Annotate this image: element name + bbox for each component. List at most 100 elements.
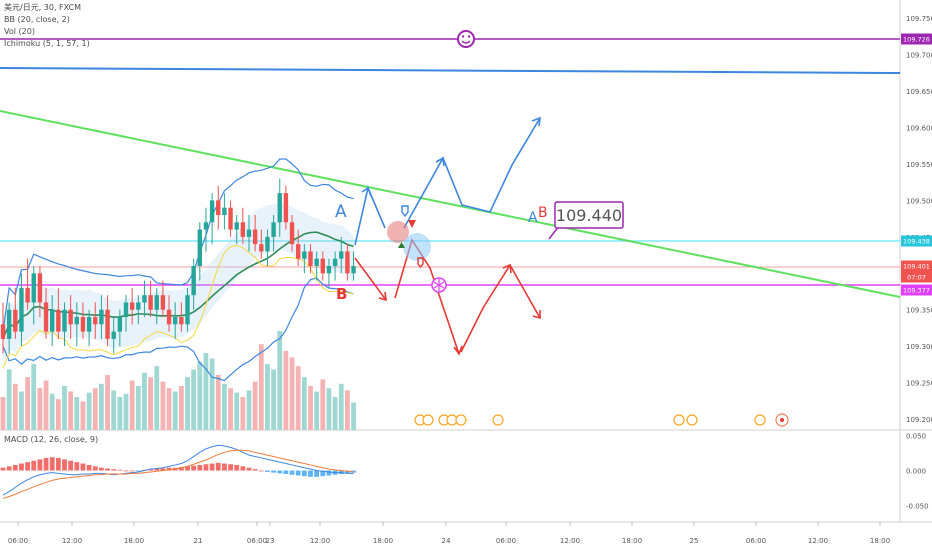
macd-axis-ticks: 0.050 0.000 -0.050 bbox=[906, 433, 929, 511]
label-a-blue: A bbox=[335, 202, 347, 222]
candlesticks bbox=[0, 178, 356, 354]
volume-bar bbox=[43, 380, 49, 430]
macd-histogram-bar bbox=[234, 464, 240, 471]
price-tick-label: 109.700 bbox=[906, 52, 932, 60]
candle-body bbox=[19, 287, 24, 332]
macd-histogram-bar bbox=[80, 463, 86, 471]
blue-forecast-arrows[interactable] bbox=[354, 116, 541, 246]
candle-body bbox=[265, 236, 270, 252]
volume-bar bbox=[19, 391, 24, 430]
candle-body bbox=[222, 207, 227, 215]
macd-histogram-bar bbox=[111, 469, 117, 471]
candle-body bbox=[148, 295, 153, 310]
macd-histogram-bar bbox=[31, 460, 37, 471]
price-callout-box[interactable] bbox=[554, 201, 624, 229]
candle-body bbox=[43, 302, 49, 332]
price-tick-label: 109.300 bbox=[906, 343, 932, 351]
volume-bar bbox=[148, 377, 153, 430]
candle-body bbox=[351, 266, 356, 274]
macd-line bbox=[2, 444, 354, 496]
volume-bar bbox=[289, 357, 295, 430]
legend-symbol[interactable]: 美元/日元, 30, FXCM bbox=[4, 3, 82, 12]
macd-histogram-bar bbox=[99, 467, 104, 471]
red-circle-marker[interactable] bbox=[387, 221, 409, 243]
volume-bar bbox=[203, 353, 209, 430]
legend-ichimoku[interactable]: Ichimoku (5, 1, 57, 1) bbox=[4, 39, 90, 48]
volume-bar bbox=[215, 375, 221, 430]
blue-arrow-up-icon bbox=[401, 205, 409, 218]
macd-histogram-bar bbox=[295, 470, 301, 476]
volume-bar bbox=[246, 390, 252, 430]
macd-tick-label: -0.050 bbox=[906, 503, 929, 511]
macd-legend[interactable]: MACD (12, 26, close, 9) bbox=[4, 435, 99, 444]
candle-body bbox=[314, 258, 319, 267]
volume-bar bbox=[178, 386, 184, 430]
price-tick-label: 109.500 bbox=[906, 197, 932, 205]
macd-histogram-bar bbox=[117, 469, 123, 471]
blue-arrowhead-3 bbox=[531, 116, 541, 127]
bb-upper-line bbox=[2, 158, 354, 332]
macd-histogram-bar bbox=[326, 470, 332, 476]
green-trend-line[interactable] bbox=[0, 110, 901, 298]
volume-bar bbox=[351, 402, 356, 430]
candle-body bbox=[332, 258, 338, 267]
signal-line bbox=[2, 449, 354, 500]
volume-bar bbox=[209, 358, 215, 430]
economic-event-icons[interactable] bbox=[414, 413, 789, 427]
price-badge bbox=[901, 33, 932, 45]
candle-body bbox=[240, 222, 246, 237]
volume-bar bbox=[0, 397, 6, 430]
volume-bar bbox=[86, 392, 92, 430]
flag-event-icon bbox=[455, 414, 467, 426]
candle-body bbox=[209, 200, 215, 223]
volume-bar bbox=[228, 388, 233, 430]
volume-bar bbox=[129, 380, 135, 430]
blue-path-2 bbox=[403, 117, 541, 229]
volume-bar bbox=[135, 386, 141, 430]
red-path-1 bbox=[354, 257, 387, 301]
blue-trend-line[interactable] bbox=[0, 67, 901, 74]
macd-histogram-bar bbox=[105, 468, 110, 471]
time-tick-label: 12:00 bbox=[808, 537, 828, 545]
volume-bar bbox=[55, 399, 61, 430]
macd-histogram-bar bbox=[246, 467, 252, 471]
volume-bar bbox=[197, 361, 203, 430]
volume-bar bbox=[252, 381, 258, 430]
legend-bb[interactable]: BB (20, close, 2) bbox=[4, 15, 70, 24]
volume-bar bbox=[326, 388, 332, 430]
volume-bar bbox=[142, 372, 147, 430]
chart-legend: 美元/日元, 30, FXCM BB (20, close, 2) Vol (2… bbox=[4, 2, 90, 50]
candle-body bbox=[117, 317, 123, 332]
candle-body bbox=[99, 309, 104, 325]
macd-histogram-bar bbox=[308, 470, 313, 477]
macd-histogram-bar bbox=[240, 466, 246, 471]
candle-body bbox=[185, 295, 190, 325]
volume-bar bbox=[338, 383, 344, 430]
flag-event-icon bbox=[686, 414, 698, 426]
price-badge-text: 07:07 bbox=[907, 274, 926, 282]
volume-bar bbox=[25, 377, 30, 430]
volume-bar bbox=[258, 344, 264, 430]
candle-body bbox=[277, 193, 282, 223]
candle-body bbox=[271, 222, 276, 237]
candle-body bbox=[166, 309, 172, 325]
price-tick-label: 109.750 bbox=[906, 15, 932, 23]
macd-histogram-bar bbox=[49, 457, 55, 471]
flag-event-icon bbox=[422, 414, 434, 426]
price-callout-text: 109.440 bbox=[556, 206, 622, 225]
red-path-3 bbox=[460, 263, 541, 353]
red-forecast-arrows[interactable] bbox=[354, 238, 541, 356]
blue-path-1 bbox=[354, 185, 386, 246]
candle-body bbox=[326, 266, 332, 274]
price-badge bbox=[901, 271, 932, 283]
macd-histogram-bar bbox=[55, 457, 61, 471]
candle-body bbox=[339, 251, 344, 259]
volume-bar bbox=[332, 397, 338, 430]
blue-circle-marker[interactable] bbox=[403, 233, 431, 261]
candle-body bbox=[283, 193, 289, 223]
macd-histogram-bar bbox=[345, 470, 350, 474]
legend-vol[interactable]: Vol (20) bbox=[4, 27, 35, 36]
smiley-icon[interactable] bbox=[457, 30, 475, 48]
macd-histogram-bar bbox=[19, 463, 24, 471]
